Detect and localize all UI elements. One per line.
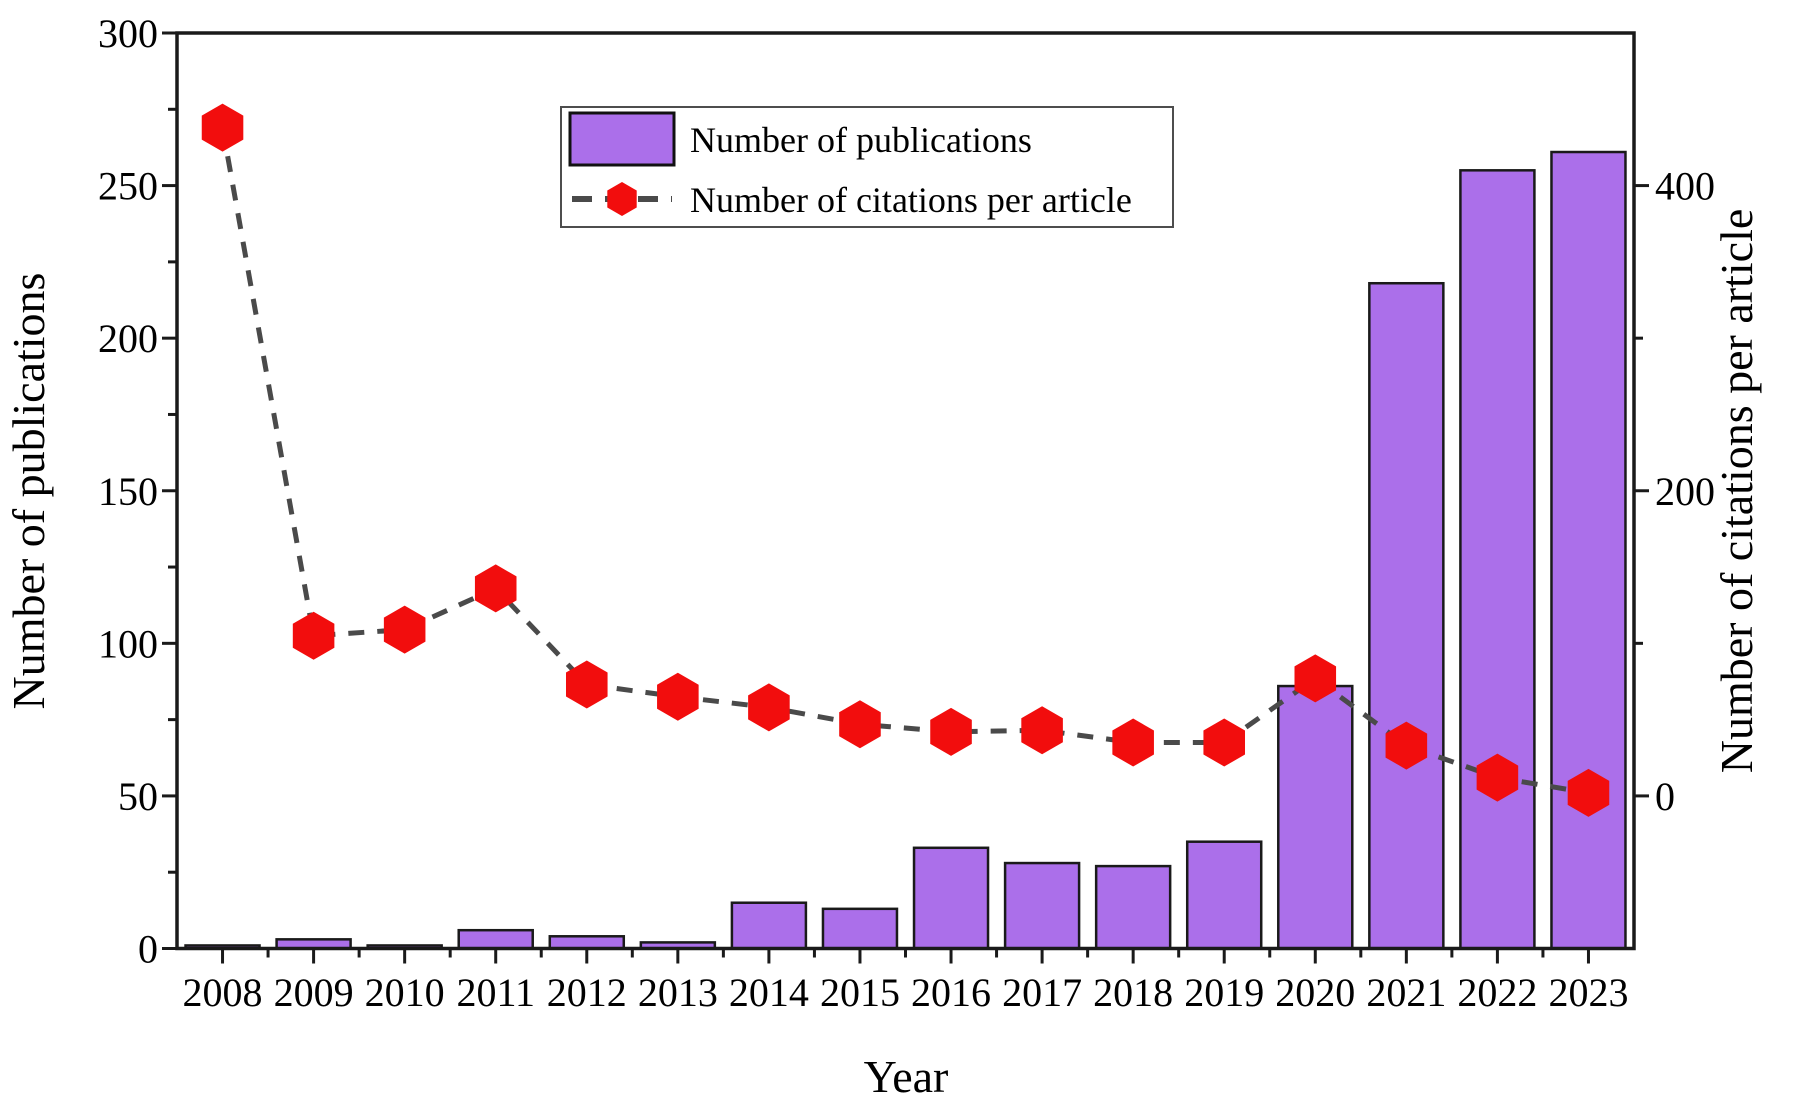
x-tick-label-2019: 2019	[1184, 970, 1264, 1015]
bar-2012	[548, 935, 626, 950]
x-tick-label-2018: 2018	[1093, 970, 1173, 1015]
marker-2020	[1294, 654, 1337, 703]
marker-2019	[1203, 718, 1246, 767]
x-tick-label-2009: 2009	[274, 970, 354, 1015]
bar-2019	[1185, 840, 1263, 950]
left-tick-label-0: 0	[138, 927, 158, 972]
marker-2013	[657, 672, 699, 721]
marker-2008	[201, 103, 244, 152]
right-y-axis-title: Number of citations per article	[1711, 209, 1762, 774]
bar-2020	[1277, 684, 1354, 950]
left-tick-label-50: 50	[118, 774, 158, 819]
x-tick-label-2012: 2012	[547, 970, 627, 1015]
left-tick-label-150: 150	[98, 469, 158, 514]
x-tick-label-2021: 2021	[1366, 970, 1446, 1015]
marker-2014	[748, 683, 790, 732]
left-tick-label-100: 100	[98, 621, 158, 666]
right-tick-label-200: 200	[1655, 469, 1715, 514]
marker-2017	[1021, 706, 1063, 755]
marker-2021	[1385, 721, 1428, 770]
x-tick-label-2017: 2017	[1002, 970, 1082, 1015]
bar-2021	[1368, 281, 1445, 950]
marker-2009	[292, 611, 335, 660]
bar-2015	[821, 907, 899, 950]
left-tick-label-300: 300	[98, 11, 158, 56]
left-tick-label-200: 200	[98, 316, 158, 361]
legend-label-citations: Number of citations per article	[690, 180, 1132, 220]
left-y-axis-title: Number of publications	[3, 273, 54, 710]
x-tick-label-2023: 2023	[1548, 970, 1628, 1015]
citations-line-layer	[201, 103, 1610, 817]
legend-hexagon-marker	[607, 182, 637, 216]
axes-layer	[162, 31, 1649, 964]
marker-2010	[383, 605, 426, 654]
right-tick-label-0: 0	[1655, 774, 1675, 819]
legend-label-publications: Number of publications	[690, 120, 1032, 160]
marker-2023	[1567, 768, 1610, 817]
x-tick-label-2015: 2015	[820, 970, 900, 1015]
x-axis-title: Year	[864, 1051, 949, 1102]
x-tick-label-2016: 2016	[911, 970, 991, 1015]
x-tick-label-2010: 2010	[365, 970, 445, 1015]
marker-2018	[1112, 718, 1154, 767]
marker-2012	[565, 660, 608, 709]
x-tick-label-2020: 2020	[1275, 970, 1355, 1015]
bar-2023	[1550, 150, 1627, 950]
marker-2015	[839, 700, 881, 749]
legend: Number of publications Number of citatio…	[560, 106, 1174, 228]
x-tick-label-2022: 2022	[1457, 970, 1537, 1015]
legend-bar-swatch	[568, 111, 676, 167]
x-tick-label-2011: 2011	[456, 970, 535, 1015]
marker-2016	[930, 707, 972, 756]
bar-2016	[912, 846, 990, 950]
citations-line	[220, 127, 1589, 796]
marker-2011	[474, 564, 517, 613]
bar-2011	[457, 928, 534, 950]
left-tick-label-250: 250	[98, 164, 158, 209]
x-tick-label-2008: 2008	[183, 970, 263, 1015]
bars-layer	[184, 150, 1627, 950]
bar-2017	[1003, 861, 1081, 950]
x-tick-label-2013: 2013	[638, 970, 718, 1015]
bar-2014	[730, 901, 808, 950]
marker-2022	[1476, 753, 1519, 802]
right-tick-label-400: 400	[1655, 164, 1715, 209]
x-tick-label-2014: 2014	[729, 970, 809, 1015]
bar-2018	[1094, 864, 1172, 950]
bar-2022	[1459, 169, 1536, 950]
